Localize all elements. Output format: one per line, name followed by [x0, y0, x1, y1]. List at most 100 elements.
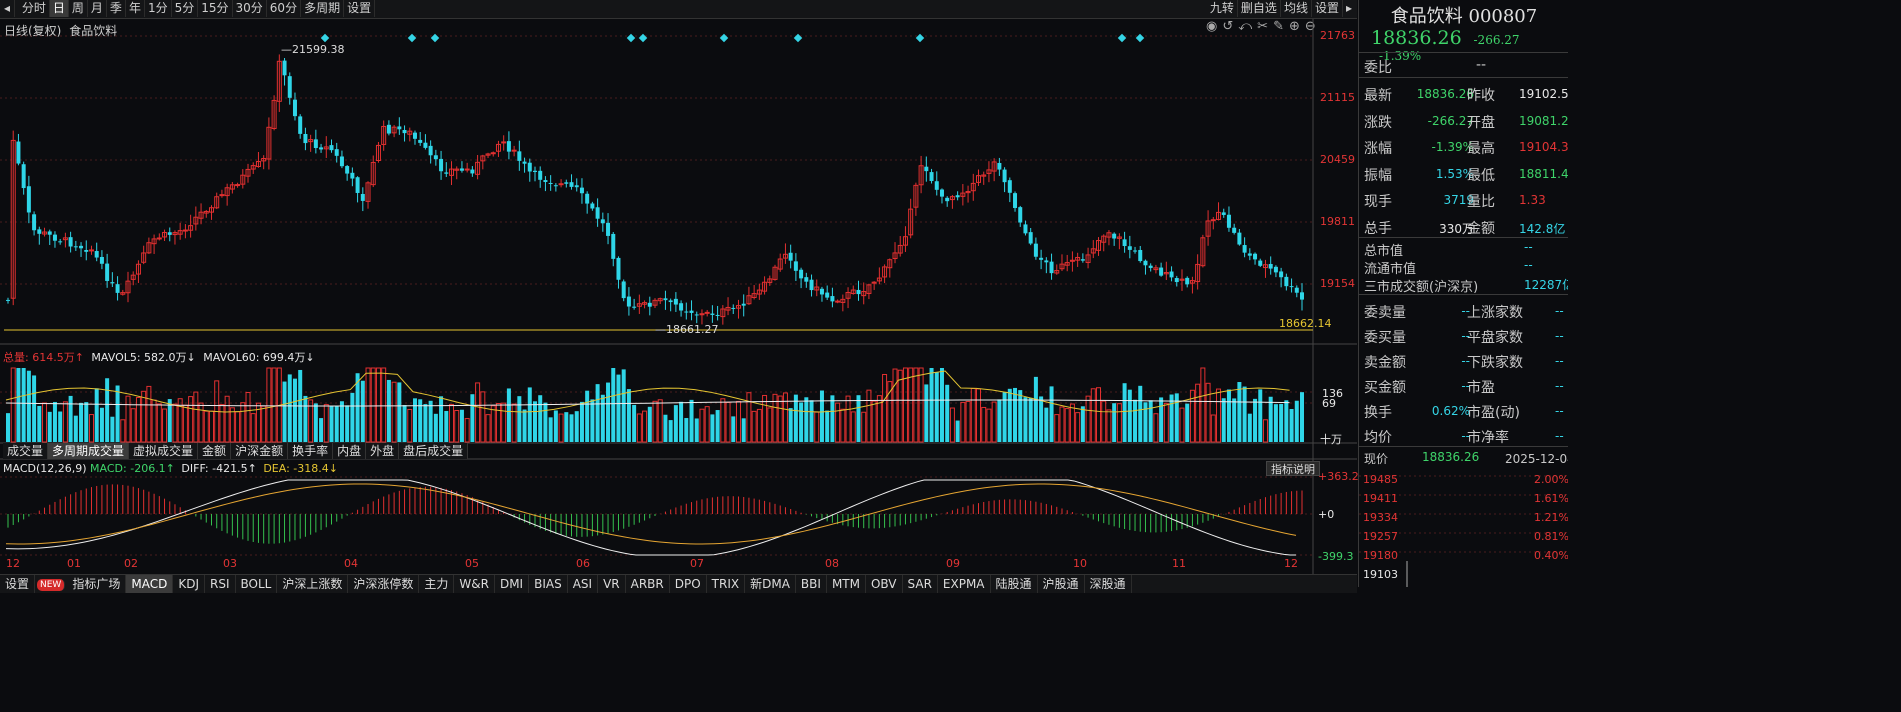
- period-12[interactable]: 设置: [344, 0, 376, 17]
- undo-icon[interactable]: ↺: [1222, 19, 1239, 34]
- quote-row-value1: -1.39%: [1431, 140, 1474, 154]
- period-9[interactable]: 30分: [233, 0, 267, 17]
- period-0[interactable]: 分时: [19, 0, 50, 17]
- lower-row-value2: --: [1555, 379, 1564, 393]
- chart-header: 日线(复权) 食品饮料: [4, 22, 117, 39]
- lower-row-label2: 市盈: [1467, 380, 1495, 396]
- volume-tab-0[interactable]: 成交量: [3, 443, 49, 459]
- vol-total: 总量: 614.5万↑: [3, 351, 84, 364]
- indicator-tab-13[interactable]: ASI: [568, 575, 599, 593]
- indicator-tab-18[interactable]: 新DMA: [745, 575, 796, 593]
- price-axis-1: 21763: [1320, 29, 1355, 42]
- indicator-tab-3[interactable]: MACD: [126, 575, 174, 593]
- zoom-in-icon[interactable]: ⊕: [1288, 19, 1305, 34]
- indicator-tab-24[interactable]: 陆股通: [991, 575, 1038, 593]
- indicator-tab-12[interactable]: BIAS: [529, 575, 568, 593]
- quote-row-label2: 金额: [1467, 220, 1495, 237]
- panel-toggle-icon[interactable]: ▸: [1345, 1, 1352, 15]
- kline-chart[interactable]: [0, 19, 1357, 587]
- indicator-tab-11[interactable]: DMI: [495, 575, 530, 593]
- mini-left-2: 19334: [1363, 511, 1398, 524]
- period-10[interactable]: 60分: [267, 0, 302, 17]
- lower-row-value2: --: [1555, 329, 1564, 343]
- indicator-tab-19[interactable]: BBI: [796, 575, 827, 593]
- eye-icon[interactable]: ◉: [1206, 19, 1223, 34]
- quote-row-label1: 总手: [1364, 220, 1392, 237]
- indicator-tab-7[interactable]: 沪深上涨数: [277, 575, 349, 593]
- period-6[interactable]: 1分: [145, 0, 172, 17]
- period-7[interactable]: 5分: [172, 0, 199, 17]
- quote-row-4: 现手 3719 量比 1.33: [1359, 184, 1568, 214]
- tool-ma[interactable]: 均线: [1281, 0, 1312, 17]
- mini-left-3: 19257: [1363, 530, 1398, 543]
- indicator-help-button[interactable]: 指标说明: [1266, 461, 1320, 476]
- indicator-tab-9[interactable]: 主力: [419, 575, 455, 593]
- high-label: 21599.38: [292, 43, 345, 56]
- indicator-tab-10[interactable]: W&R: [454, 575, 495, 593]
- quote-row-value2: 19081.27: [1519, 113, 1568, 128]
- volume-tab-3[interactable]: 金额: [198, 443, 232, 459]
- indicator-tab-17[interactable]: TRIX: [707, 575, 746, 593]
- diff-value: DIFF: -421.5↑: [181, 462, 257, 475]
- vol-axis-1: 136: [1322, 387, 1343, 400]
- indicator-tab-6[interactable]: BOLL: [236, 575, 278, 593]
- cut-icon[interactable]: ✂: [1257, 19, 1274, 34]
- volume-tab-5[interactable]: 换手率: [288, 443, 334, 459]
- price-axis-2: 21115: [1320, 91, 1355, 104]
- indicator-tab-25[interactable]: 沪股通: [1038, 575, 1085, 593]
- mini-right-2: 1.21%: [1534, 511, 1568, 524]
- indicator-tab-20[interactable]: MTM: [827, 575, 866, 593]
- indicator-tab-14[interactable]: VR: [598, 575, 626, 593]
- collapse-icon[interactable]: ◂: [0, 0, 16, 17]
- tool-remove-favorite[interactable]: 删自选: [1238, 0, 1281, 17]
- volume-tab-6[interactable]: 内盘: [333, 443, 367, 459]
- indicator-tab-15[interactable]: ARBR: [626, 575, 670, 593]
- volume-tab-1[interactable]: 多周期成交量: [48, 443, 130, 459]
- quote-row-label2: 量比: [1467, 194, 1495, 210]
- volume-tab-2[interactable]: 虚拟成交量: [129, 443, 199, 459]
- back-icon[interactable]: ⤺: [1238, 19, 1258, 34]
- indicator-tab-16[interactable]: DPO: [670, 575, 707, 593]
- month-label-12: 12: [1284, 557, 1298, 570]
- indicator-tab-1[interactable]: NEW: [37, 578, 66, 591]
- period-4[interactable]: 季: [107, 0, 126, 17]
- indicator-tab-21[interactable]: OBV: [866, 575, 903, 593]
- period-1[interactable]: 日: [49, 0, 69, 17]
- quote-row-label1: 振幅: [1364, 167, 1392, 184]
- mid-row-value: 12287亿: [1524, 278, 1568, 292]
- tool-settings[interactable]: 设置: [1312, 0, 1343, 17]
- period-11[interactable]: 多周期: [301, 0, 345, 17]
- period-5[interactable]: 年: [126, 0, 145, 17]
- indicator-tab-26[interactable]: 深股通: [1085, 575, 1132, 593]
- mini-chart[interactable]: [1359, 466, 1568, 587]
- indicator-tab-4[interactable]: KDJ: [173, 575, 205, 593]
- period-toolbar: ◂ 分时日周月季年 1分 5分 15分 30分 60分 多周期 设置 九转 删自选 均线 设置 ▸: [0, 0, 1357, 19]
- lower-row-label1: 均价: [1364, 430, 1392, 446]
- quote-change: -266.27: [1473, 33, 1520, 47]
- price-axis-5: 19154: [1320, 277, 1355, 290]
- tool-jiuzhuan[interactable]: 九转: [1207, 0, 1238, 17]
- period-8[interactable]: 15分: [198, 0, 233, 17]
- indicator-tab-22[interactable]: SAR: [903, 575, 938, 593]
- volume-tab-8[interactable]: 盘后成交量: [399, 443, 469, 459]
- quote-row-label2: 最高: [1467, 141, 1495, 157]
- volume-tab-7[interactable]: 外盘: [366, 443, 400, 459]
- indicator-tab-5[interactable]: RSI: [205, 575, 236, 593]
- indicator-tab-2[interactable]: 指标广场: [67, 575, 127, 593]
- draw-icon[interactable]: ✎: [1273, 19, 1289, 34]
- lower-row-label1: 买金额: [1364, 380, 1406, 396]
- indicator-tab-0[interactable]: 设置: [0, 575, 36, 593]
- indicator-tab-8[interactable]: 沪深涨停数: [348, 575, 420, 593]
- indicator-tab-23[interactable]: EXPMA: [938, 575, 991, 593]
- weibi-value: --: [1476, 57, 1487, 73]
- zoom-out-icon[interactable]: ⊖: [1304, 19, 1321, 34]
- dea-value: DEA: -318.4↓: [263, 462, 338, 475]
- month-label-7: 07: [690, 557, 704, 570]
- volume-tab-4[interactable]: 沪深金额: [231, 443, 289, 459]
- lower-row-label1: 换手: [1364, 405, 1392, 421]
- lower-row-value2: --: [1555, 429, 1564, 443]
- period-3[interactable]: 月: [88, 0, 107, 17]
- quote-row-label1: 最新: [1364, 88, 1392, 104]
- period-2[interactable]: 周: [69, 0, 88, 17]
